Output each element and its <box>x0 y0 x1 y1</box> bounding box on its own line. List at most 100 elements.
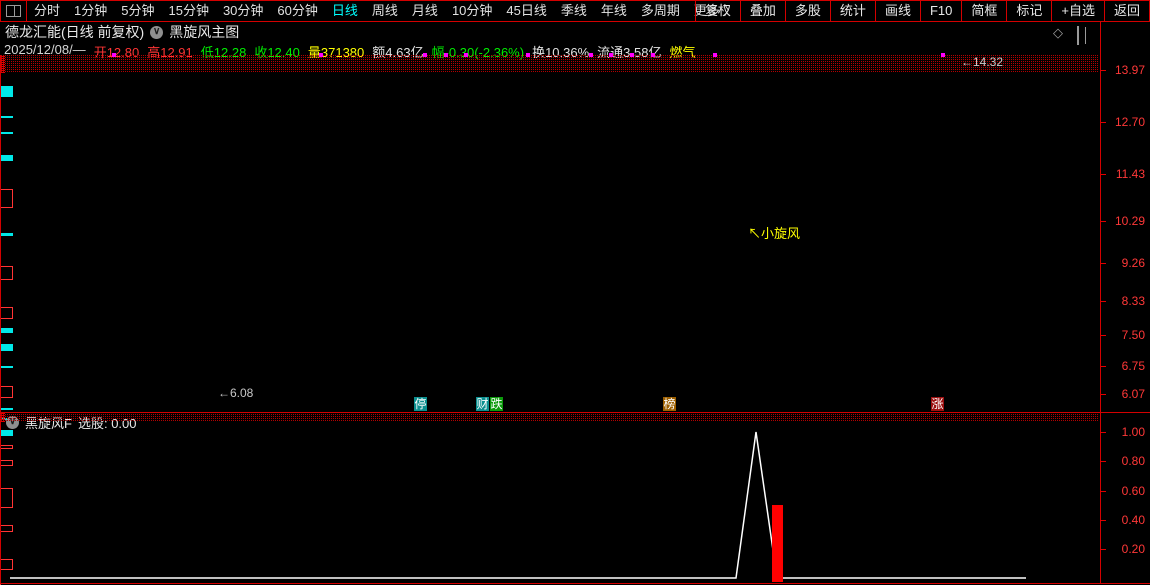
sub-tick-left <box>0 415 5 416</box>
top-toolbar: 分时 1分钟 5分钟 15分钟 30分钟 60分钟 日线 周线 月线 10分钟 45日线 季线 年线 多周… <box>0 0 1150 22</box>
axis-tick-left <box>0 60 5 61</box>
axis-tick-left <box>0 70 5 71</box>
price-tick-label: 6.07 <box>1121 387 1145 401</box>
sub-tick-label: 0.60 <box>1121 484 1145 498</box>
signal-dot <box>464 53 468 57</box>
info-segment-6: 额4.63亿 <box>372 45 424 60</box>
info-segment-2: 高12.91 <box>147 45 193 60</box>
tab-period-3[interactable]: 15分钟 <box>168 3 209 18</box>
toolbar-button-6[interactable]: 简框 <box>961 1 1006 21</box>
tab-period-10[interactable]: 45日线 <box>506 3 547 18</box>
tab-period-5[interactable]: 60分钟 <box>277 3 318 18</box>
candle-body-down <box>0 155 13 161</box>
price-tick-label: 12.70 <box>1114 115 1145 129</box>
tab-period-14[interactable]: 更多 〉 <box>693 3 737 18</box>
signal-line <box>10 431 1026 579</box>
event-marker-跌: 跌 <box>490 397 503 411</box>
axis-tick-left <box>0 62 5 63</box>
chevron-down-circle-icon[interactable]: ∨ <box>150 25 164 39</box>
high-price-annotation: ←14.32 <box>961 55 1004 69</box>
tab-period-2[interactable]: 5分钟 <box>121 3 155 18</box>
tab-period-9[interactable]: 10分钟 <box>451 3 493 18</box>
toolbar-button-0[interactable]: 复权 <box>694 1 740 21</box>
axis-tick-right <box>1100 366 1106 367</box>
toolbar-right-buttons: 复权 叠加 多股 统计 画线 F10 简框 标记 +自选 返回 <box>694 1 1149 21</box>
info-segment-4: 收12.40 <box>254 45 300 60</box>
axis-tick-left <box>0 68 5 69</box>
sub-axis: 1.00 0.80 0.60 0.40 0.20 <box>1100 413 1150 583</box>
info-segment-3: 低12.28 <box>200 45 247 60</box>
axis-tick-right <box>1100 70 1106 71</box>
sub-gridline <box>0 416 1098 417</box>
info-segment-5: 量371380 <box>307 45 365 60</box>
candle-body-down <box>0 344 13 351</box>
sub-gridline <box>0 420 1098 421</box>
panel-divider <box>0 412 1150 413</box>
candle-body-up <box>0 386 13 398</box>
price-tick-label: 6.75 <box>1121 359 1145 373</box>
price-gridline <box>0 59 1098 60</box>
toolbar-button-7[interactable]: 标记 <box>1006 1 1051 21</box>
axis-tick-left <box>0 64 5 65</box>
price-gridline <box>0 65 1098 66</box>
sub-tick-label: 0.80 <box>1121 454 1145 468</box>
sub-tick-right <box>1100 432 1106 433</box>
tab-period-13[interactable]: 多周期 <box>640 3 680 18</box>
signal-dot <box>444 53 448 57</box>
signal-dot <box>609 53 613 57</box>
price-gridline <box>0 63 1098 64</box>
price-tick-label: 9.26 <box>1121 256 1145 270</box>
bottom-border <box>0 583 1150 584</box>
tab-period-8[interactable]: 月线 <box>411 3 438 18</box>
candle-body-down <box>0 86 13 97</box>
signal-dot <box>630 53 634 57</box>
sub-tick-right <box>1100 461 1106 462</box>
sub-tick-left <box>0 413 5 414</box>
price-tick-label: 13.97 <box>1114 63 1145 77</box>
tab-period-0[interactable]: 分时 <box>34 3 61 18</box>
axis-tick-right <box>1100 301 1106 302</box>
tab-period-11[interactable]: 季线 <box>560 3 587 18</box>
sub-tick-left <box>0 417 5 418</box>
axis-tick-right <box>1100 174 1106 175</box>
signal-dot <box>651 53 655 57</box>
axis-tick-left <box>0 58 5 59</box>
low-price-annotation: ←6.08 <box>218 386 254 400</box>
info-segment-1: 开12.80 <box>93 45 140 60</box>
price-tick-label: 7.50 <box>1121 328 1145 342</box>
axis-tick-right <box>1100 263 1106 264</box>
sub-indicator-param: 选股: 0.00 <box>77 415 137 431</box>
stock-title: 德龙汇能(日线 前复权) <box>5 24 145 40</box>
layout-icon <box>6 5 21 17</box>
tab-period-1[interactable]: 1分钟 <box>74 3 108 18</box>
sub-indicator-name: 黑旋风F <box>25 415 72 431</box>
sub-tick-left <box>0 421 5 422</box>
price-gridline <box>0 67 1098 68</box>
toolbar-button-8[interactable]: +自选 <box>1051 1 1104 21</box>
window-layout-button[interactable] <box>1 1 27 21</box>
toolbar-button-9[interactable]: 返回 <box>1103 1 1149 21</box>
info-segment-0: 2025/12/08/— <box>4 42 86 57</box>
axis-tick-left <box>0 56 5 57</box>
signal-name-annotation: ↖小旋风 <box>748 226 801 241</box>
panel-toggle-icon[interactable] <box>1077 26 1079 45</box>
axis-tick-left <box>0 66 5 67</box>
diamond-icon[interactable]: ◇ <box>1053 25 1063 40</box>
tab-period-4[interactable]: 30分钟 <box>222 3 264 18</box>
main-candlestick-chart[interactable]: 停 财跌 榜 涨 <box>0 53 1100 585</box>
toolbar-button-1[interactable]: 叠加 <box>739 1 785 21</box>
toolbar-button-5[interactable]: F10 <box>919 1 961 21</box>
toolbar-button-4[interactable]: 画线 <box>874 1 920 21</box>
sub-indicator-chart[interactable]: 8.599% <box>0 413 1100 583</box>
toolbar-button-2[interactable]: 多股 <box>784 1 830 21</box>
tab-period-7[interactable]: 周线 <box>371 3 398 18</box>
price-tick-label: 11.43 <box>1115 167 1145 181</box>
event-marker-涨: 涨 <box>931 397 944 411</box>
tab-period-12[interactable]: 年线 <box>600 3 627 18</box>
sub-gridline <box>0 414 1098 415</box>
price-tick-label: 8.33 <box>1121 294 1145 308</box>
tab-period-6[interactable]: 日线 <box>331 3 358 18</box>
price-gridline <box>0 57 1098 58</box>
toolbar-button-3[interactable]: 统计 <box>829 1 875 21</box>
